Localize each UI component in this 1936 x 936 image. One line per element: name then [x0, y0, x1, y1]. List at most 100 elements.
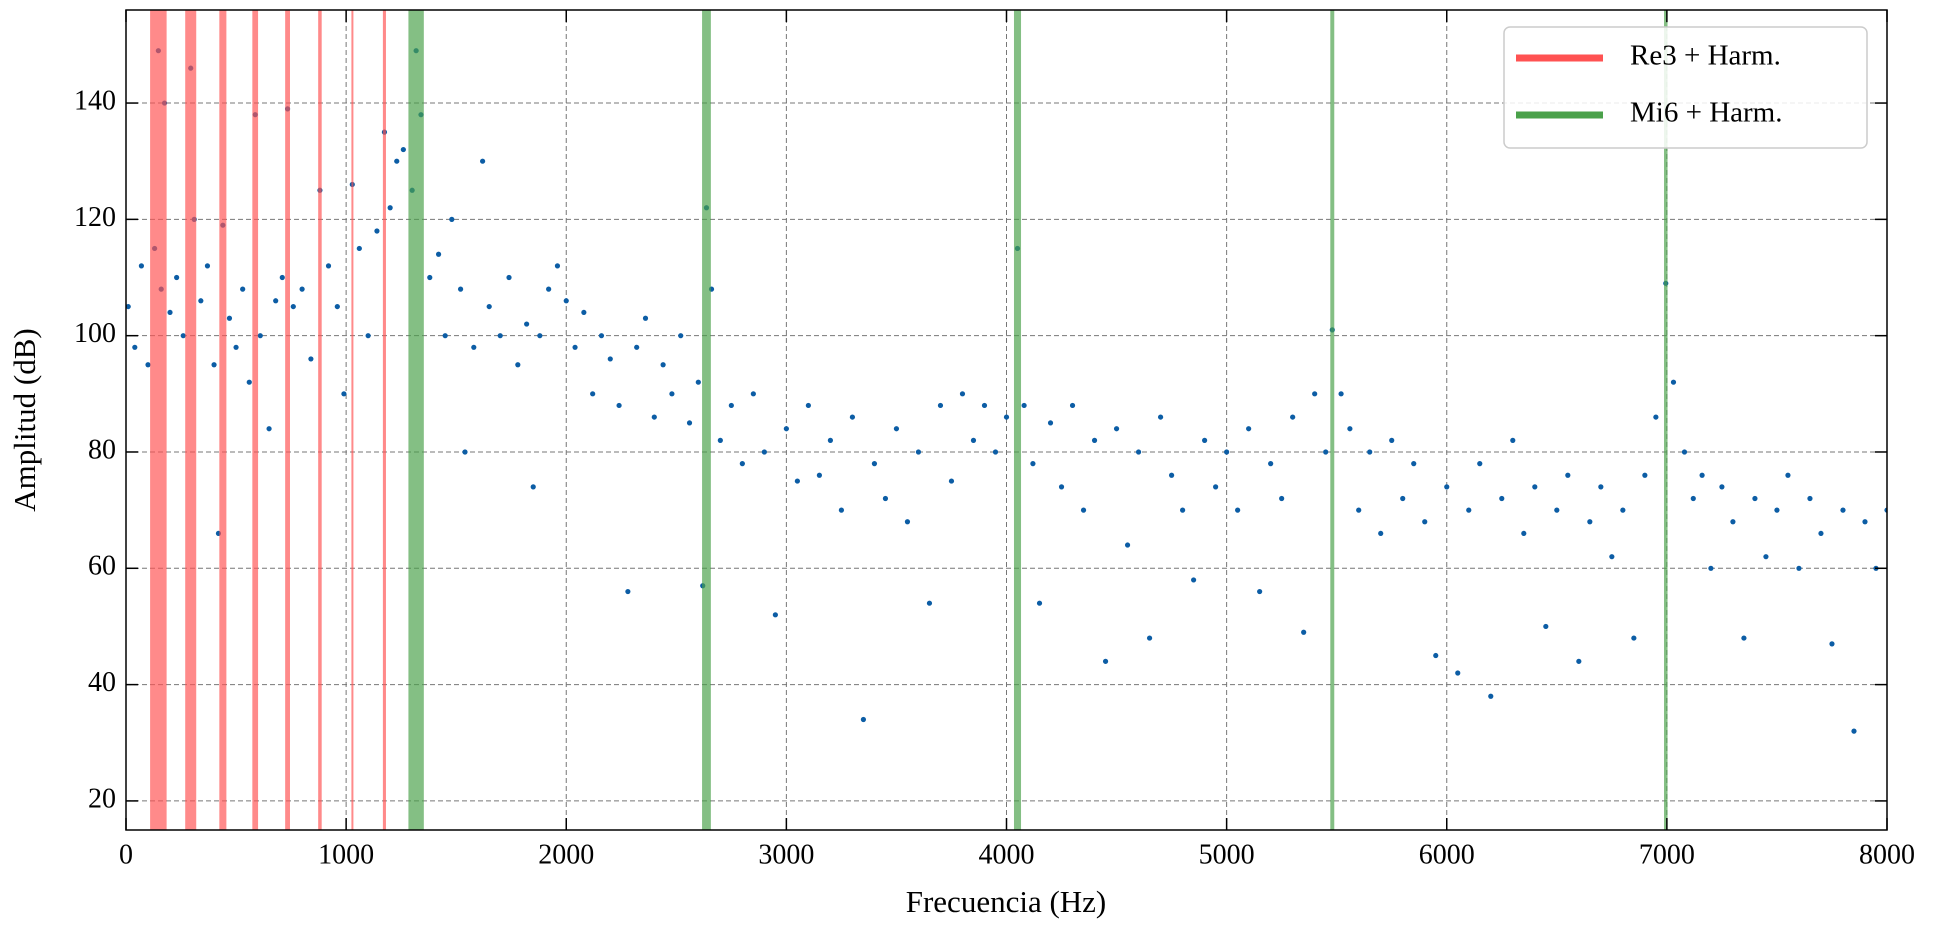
point [1069, 402, 1076, 409]
point [1091, 437, 1098, 443]
point [1708, 565, 1714, 571]
point [167, 309, 173, 316]
point [1763, 554, 1769, 560]
point [524, 321, 530, 327]
point [1609, 554, 1615, 560]
point [1862, 519, 1868, 525]
point [625, 588, 631, 595]
point [180, 333, 186, 339]
point [1730, 519, 1736, 525]
point [266, 426, 272, 432]
x-tick-label: 1000 [318, 839, 374, 870]
point [1521, 530, 1527, 537]
point [1356, 507, 1362, 513]
point [457, 286, 464, 292]
band-group [150, 10, 386, 830]
point [1157, 414, 1164, 420]
point [794, 478, 800, 484]
point [1235, 507, 1241, 513]
band [382, 10, 386, 830]
point [1135, 449, 1142, 455]
point [387, 205, 393, 211]
point [554, 263, 561, 269]
point [1796, 565, 1802, 571]
band [1013, 10, 1022, 830]
point [981, 402, 988, 409]
band [185, 10, 197, 830]
point [739, 461, 745, 467]
point [686, 420, 693, 426]
point [273, 298, 279, 304]
point [904, 519, 911, 525]
point [435, 251, 442, 257]
point [1279, 495, 1285, 502]
point [449, 216, 455, 222]
point [598, 333, 605, 339]
point [1323, 449, 1329, 455]
point [1422, 519, 1428, 525]
point [1113, 426, 1120, 432]
y-tick-label: 120 [74, 202, 116, 233]
point [480, 158, 486, 164]
point [1338, 391, 1344, 397]
point [204, 263, 211, 269]
point [695, 379, 701, 385]
point [400, 146, 406, 153]
point [1433, 652, 1439, 659]
band [150, 10, 167, 830]
point [198, 298, 204, 304]
point [1587, 519, 1593, 525]
y-tick-label: 100 [74, 318, 116, 349]
x-tick-label: 7000 [1639, 839, 1695, 870]
point [660, 362, 666, 368]
point [1102, 658, 1109, 664]
point [1168, 472, 1175, 478]
point [174, 274, 180, 281]
point [1312, 391, 1318, 397]
y-tick-label: 80 [88, 434, 116, 465]
point [506, 274, 512, 281]
band-group [408, 10, 1668, 830]
point [537, 333, 543, 339]
point [257, 333, 263, 339]
point [642, 315, 649, 321]
point [1510, 437, 1516, 443]
point [1851, 728, 1857, 734]
scatter-series [126, 48, 1887, 734]
point [651, 414, 657, 420]
point [325, 263, 332, 269]
point [1080, 507, 1087, 513]
point [299, 286, 305, 292]
point [1477, 461, 1483, 467]
point [132, 344, 138, 350]
point [1213, 484, 1219, 490]
point [948, 478, 955, 484]
point [211, 362, 217, 368]
point [334, 303, 340, 310]
point [849, 414, 856, 420]
point [871, 461, 878, 467]
point [1681, 449, 1688, 455]
point [1378, 530, 1384, 537]
band [351, 10, 354, 830]
point [1840, 507, 1846, 513]
y-tick-label: 20 [88, 783, 116, 814]
point [240, 286, 246, 292]
x-tick-label: 8000 [1859, 839, 1915, 870]
x-tick-label: 0 [119, 839, 133, 870]
legend-label: Re3 + Harm. [1630, 40, 1781, 72]
point [1690, 495, 1696, 502]
point [717, 437, 723, 443]
point [1224, 449, 1230, 455]
point [290, 303, 296, 310]
band [318, 10, 322, 830]
point [546, 286, 552, 292]
point [471, 344, 477, 350]
point [1807, 495, 1813, 502]
point [1146, 635, 1153, 641]
point [515, 362, 521, 368]
point [1620, 507, 1626, 513]
point [1411, 461, 1417, 467]
